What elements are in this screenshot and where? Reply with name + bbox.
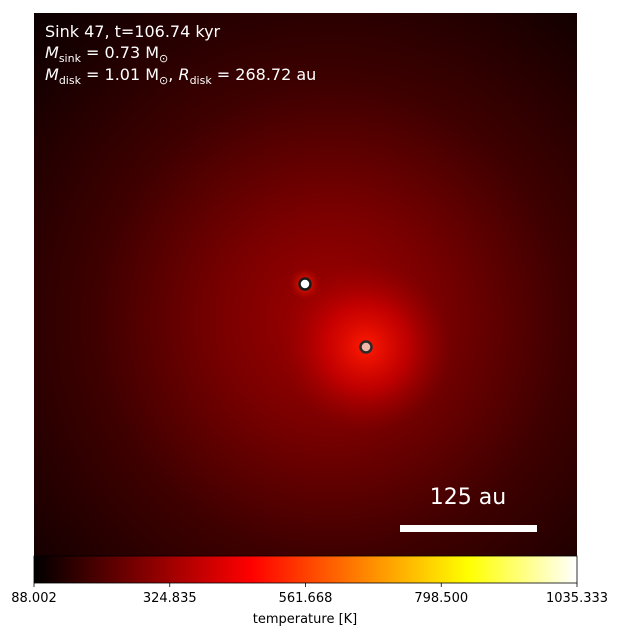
colorbar-tick-label: 88.002 [11,591,57,606]
colorbar-tick-label: 324.835 [143,591,197,606]
colorbar: 88.002 324.835 561.668 798.500 1035.333 temp… [11,555,608,627]
colorbar-bar [34,556,577,583]
colorbar-axis-label: temperature [K] [253,612,358,627]
colorbar-ticks: 88.002 324.835 561.668 798.500 1035.333 [11,583,608,606]
scale-bar [400,525,537,532]
colorbar-tick-label: 1035.333 [546,591,608,606]
colorbar-tick-label: 798.500 [414,591,468,606]
title-annotation: Sink 47, t=106.74 kyr [45,22,221,41]
secondary-sink-marker [359,340,373,354]
sink-mass-annotation: Msink = 0.73 M⊙ [45,43,168,65]
scale-bar-label: 125 au [430,485,506,510]
colorbar-tick-label: 561.668 [279,591,333,606]
primary-sink-marker [298,277,312,291]
disk-annotation: Mdisk = 1.01 M⊙, Rdisk = 268.72 au [45,65,316,87]
temperature-map: Sink 47, t=106.74 kyr Msink = 0.73 M⊙ Md… [34,13,577,556]
